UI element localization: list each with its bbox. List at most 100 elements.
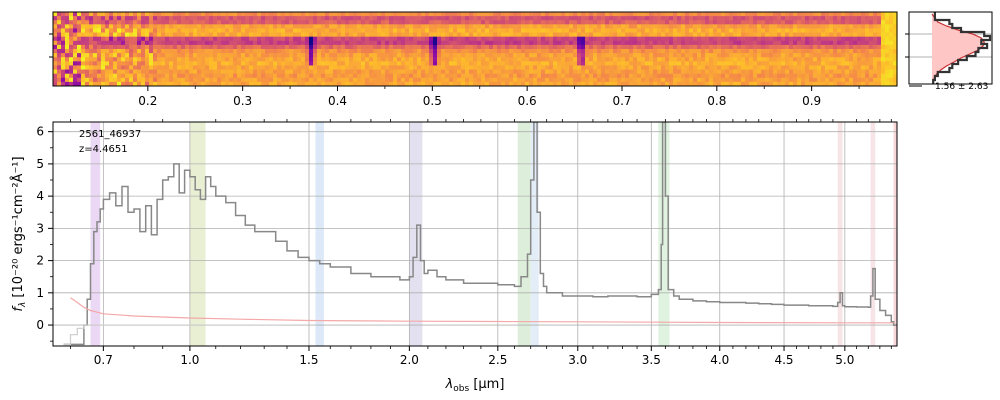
heatmap-cell [217, 28, 222, 33]
heatmap-cell [581, 49, 586, 54]
heatmap-cell [233, 61, 238, 66]
heatmap-cell [537, 20, 542, 25]
heatmap-cell [573, 24, 578, 29]
heatmap-cell [457, 69, 462, 75]
heatmap-cell [121, 77, 126, 83]
heatmap-cell [497, 12, 502, 17]
heatmap-cell [177, 61, 182, 66]
heatmap-cell [521, 32, 526, 38]
heatmap-cell [409, 36, 414, 42]
heatmap-cell [417, 65, 422, 70]
heatmap-cell [73, 24, 78, 29]
heatmap-cell [429, 81, 434, 87]
heatmap-cell [273, 36, 278, 42]
heatmap-cell [269, 28, 274, 33]
heatmap-cell [533, 20, 538, 25]
heatmap-cell [825, 73, 830, 79]
heatmap-cell [829, 81, 834, 87]
heatmap-cell [681, 49, 686, 54]
heatmap-cell [601, 53, 606, 58]
heatmap-cell [669, 53, 674, 58]
heatmap-cell [573, 77, 578, 83]
heatmap-cell [329, 61, 334, 66]
heatmap-cell [729, 20, 734, 25]
heatmap-cell [457, 12, 462, 17]
error-series-line [70, 297, 894, 324]
heatmap-cell [153, 77, 158, 83]
heatmap-cell [145, 61, 150, 66]
heatmap-cell [857, 65, 862, 70]
heatmap-cell [765, 69, 770, 75]
heatmap-cell [749, 36, 754, 42]
heatmap-cell [737, 12, 742, 17]
heatmap-cell [565, 16, 570, 21]
heatmap-cell [261, 69, 266, 75]
heatmap-cell [681, 65, 686, 70]
heatmap-cell [461, 73, 466, 79]
heatmap-cell [245, 20, 250, 25]
heatmap-cell [293, 53, 298, 58]
heatmap-cell [457, 44, 462, 50]
heatmap-cell [433, 77, 438, 83]
heatmap-cell [165, 20, 170, 25]
heatmap-cell [857, 77, 862, 83]
heatmap-cell [101, 44, 106, 50]
heatmap-cell [245, 12, 250, 17]
heatmap-cell [653, 81, 658, 87]
heatmap-cell [537, 24, 542, 29]
heatmap-cell [289, 32, 294, 38]
heatmap-cell [789, 28, 794, 33]
heatmap-cell [533, 24, 538, 29]
heatmap-cell [197, 49, 202, 54]
heatmap-cell [533, 77, 538, 83]
heatmap-cell [413, 53, 418, 58]
heatmap-cell [529, 36, 534, 42]
heatmap-cell [633, 65, 638, 70]
heatmap-cell [517, 65, 522, 70]
heatmap-cell [753, 77, 758, 83]
heatmap-cell [305, 16, 310, 21]
heatmap-cell [625, 81, 630, 87]
heatmap-cell [309, 28, 314, 33]
heatmap-cell [365, 77, 370, 83]
heatmap-cell [313, 36, 318, 42]
heatmap-cell [665, 61, 670, 66]
heatmap-cell [201, 16, 206, 21]
heatmap-cell [533, 16, 538, 21]
heatmap-frame [52, 11, 898, 87]
heatmap-cell [665, 44, 670, 50]
heatmap-cell [809, 32, 814, 38]
heatmap-cell [561, 24, 566, 29]
emission-band [658, 122, 670, 346]
heatmap-cell [777, 20, 782, 25]
heatmap-cell [321, 44, 326, 50]
heatmap-cell [689, 57, 694, 62]
heatmap-cell [757, 49, 762, 54]
heatmap-cell [589, 81, 594, 87]
heatmap-cell [721, 32, 726, 38]
heatmap-cell [149, 28, 154, 33]
heatmap-cell [385, 20, 390, 25]
heatmap-cell [629, 28, 634, 33]
emission-band [517, 122, 531, 346]
heatmap-cell [697, 20, 702, 25]
heatmap-cell [481, 81, 486, 87]
heatmap-cell [193, 16, 198, 21]
heatmap-cell [733, 36, 738, 42]
heatmap-cell [301, 81, 306, 87]
heatmap-cell [741, 28, 746, 33]
heatmap-cell [373, 40, 378, 46]
heatmap-cell [557, 28, 562, 33]
heatmap-cell [161, 20, 166, 25]
heatmap-cell [341, 20, 346, 25]
heatmap-cell [169, 40, 174, 46]
heatmap-cell [301, 73, 306, 79]
heatmap-cell [277, 44, 282, 50]
heatmap-cell [113, 24, 118, 29]
heatmap-cell [421, 73, 426, 79]
heatmap-cell [649, 65, 654, 70]
heatmap-cell [721, 36, 726, 42]
heatmap-cell [829, 20, 834, 25]
heatmap-cell [773, 61, 778, 66]
heatmap-cell [289, 77, 294, 83]
